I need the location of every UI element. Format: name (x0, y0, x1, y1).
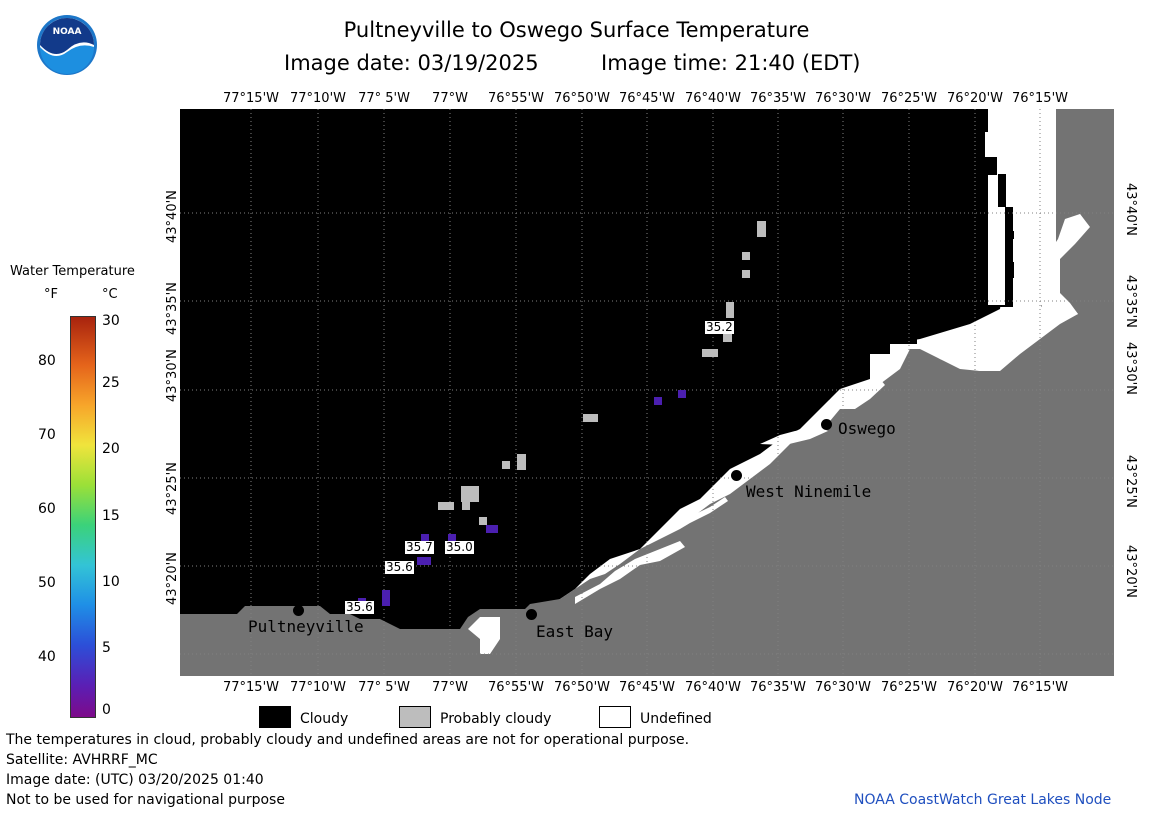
temp-label: 35.6 (385, 560, 414, 574)
longitude-label: 76°45'W (618, 91, 676, 106)
longitude-label: 76°25'W (880, 91, 938, 106)
longitude-label: 77°15'W (222, 680, 280, 695)
page-title: Pultneyville to Oswego Surface Temperatu… (343, 18, 810, 42)
latitude-label: 43°40'N (165, 190, 180, 243)
legend-probably-cloudy-swatch (399, 706, 431, 728)
longitude-label: 76°55'W (487, 91, 545, 106)
longitude-label: 76°35'W (749, 680, 807, 695)
longitude-label: 76°45'W (618, 680, 676, 695)
celsius-tick: 15 (102, 508, 120, 524)
east-bay-marker (526, 609, 537, 620)
longitude-label: 76°50'W (553, 91, 611, 106)
longitude-label: 77° 5'W (358, 91, 410, 106)
longitude-label: 76°40'W (684, 91, 742, 106)
celsius-tick: 0 (102, 702, 111, 718)
legend-undefined-swatch (599, 706, 631, 728)
fahrenheit-tick: 80 (38, 353, 56, 369)
legend-cloudy-label: Cloudy (300, 711, 349, 727)
utc-date: Image date: (UTC) 03/20/2025 01:40 (6, 772, 264, 788)
celsius-tick: 10 (102, 574, 120, 590)
west-ninemile-marker (731, 470, 742, 481)
longitude-label: 76°25'W (880, 680, 938, 695)
longitude-label: 77° 5'W (358, 680, 410, 695)
longitude-label: 77°10'W (289, 91, 347, 106)
longitude-label: 76°20'W (946, 91, 1004, 106)
fahrenheit-tick: 60 (38, 501, 56, 517)
longitude-label: 76°30'W (814, 91, 872, 106)
latitude-label: 43°35'N (165, 282, 180, 335)
temp-label: 35.7 (405, 540, 434, 554)
latitude-label: 43°25'N (165, 462, 180, 515)
longitude-label: 76°15'W (1011, 680, 1069, 695)
longitude-label: 76°15'W (1011, 91, 1069, 106)
celsius-tick: 20 (102, 441, 120, 457)
latitude-label: 43°25'N (1123, 455, 1138, 508)
satellite: Satellite: AVHRRF_MC (6, 752, 158, 768)
scale-title: Water Temperature (10, 264, 135, 279)
longitude-label: 76°50'W (553, 680, 611, 695)
scale-unit-c: °C (102, 287, 118, 302)
map-frame (180, 109, 1114, 697)
latitude-label: 43°30'N (1123, 342, 1138, 395)
fahrenheit-tick: 70 (38, 427, 56, 443)
disclaimer: The temperatures in cloud, probably clou… (6, 732, 690, 748)
logo-text: NOAA (53, 27, 82, 37)
longitude-label: 76°20'W (946, 680, 1004, 695)
legend-probably-cloudy-label: Probably cloudy (440, 711, 552, 727)
longitude-label: 77°10'W (289, 680, 347, 695)
west-ninemile-label: West Ninemile (746, 482, 872, 501)
legend-undefined-label: Undefined (640, 711, 712, 727)
longitude-label: 76°40'W (684, 680, 742, 695)
temp-label: 35.0 (445, 540, 474, 554)
celsius-tick: 25 (102, 375, 120, 391)
nav-warning: Not to be used for navigational purpose (6, 792, 285, 808)
longitude-label: 76°55'W (487, 680, 545, 695)
map-svg (180, 109, 1114, 697)
pultneyville-marker (293, 605, 304, 616)
fahrenheit-tick: 40 (38, 649, 56, 665)
oswego-label: Oswego (838, 419, 896, 438)
latitude-label: 43°20'N (165, 552, 180, 605)
noaa-logo: NOAA (36, 14, 98, 76)
longitude-label: 77°W (432, 680, 468, 695)
longitude-label: 76°35'W (749, 91, 807, 106)
temperature-color-bar (70, 316, 96, 718)
longitude-label: 77°15'W (222, 91, 280, 106)
longitude-label: 76°30'W (814, 680, 872, 695)
latitude-label: 43°20'N (1123, 545, 1138, 598)
longitude-label: 77°W (432, 91, 468, 106)
latitude-label: 43°40'N (1123, 183, 1138, 236)
image-time: Image time: 21:40 (EDT) (601, 51, 861, 75)
latitude-label: 43°35'N (1123, 275, 1138, 328)
temp-label: 35.6 (345, 600, 374, 614)
credit: NOAA CoastWatch Great Lakes Node (854, 792, 1112, 808)
pultneyville-label: Pultneyville (248, 617, 364, 636)
latitude-label: 43°30'N (165, 349, 180, 402)
temp-label: 35.2 (705, 320, 734, 334)
oswego-marker (821, 419, 832, 430)
celsius-tick: 30 (102, 313, 120, 329)
scale-unit-f: °F (44, 287, 58, 302)
celsius-tick: 5 (102, 640, 111, 656)
fahrenheit-tick: 50 (38, 575, 56, 591)
east-bay-label: East Bay (536, 622, 614, 641)
legend-cloudy-swatch (259, 706, 291, 728)
image-date: Image date: 03/19/2025 (284, 51, 539, 75)
